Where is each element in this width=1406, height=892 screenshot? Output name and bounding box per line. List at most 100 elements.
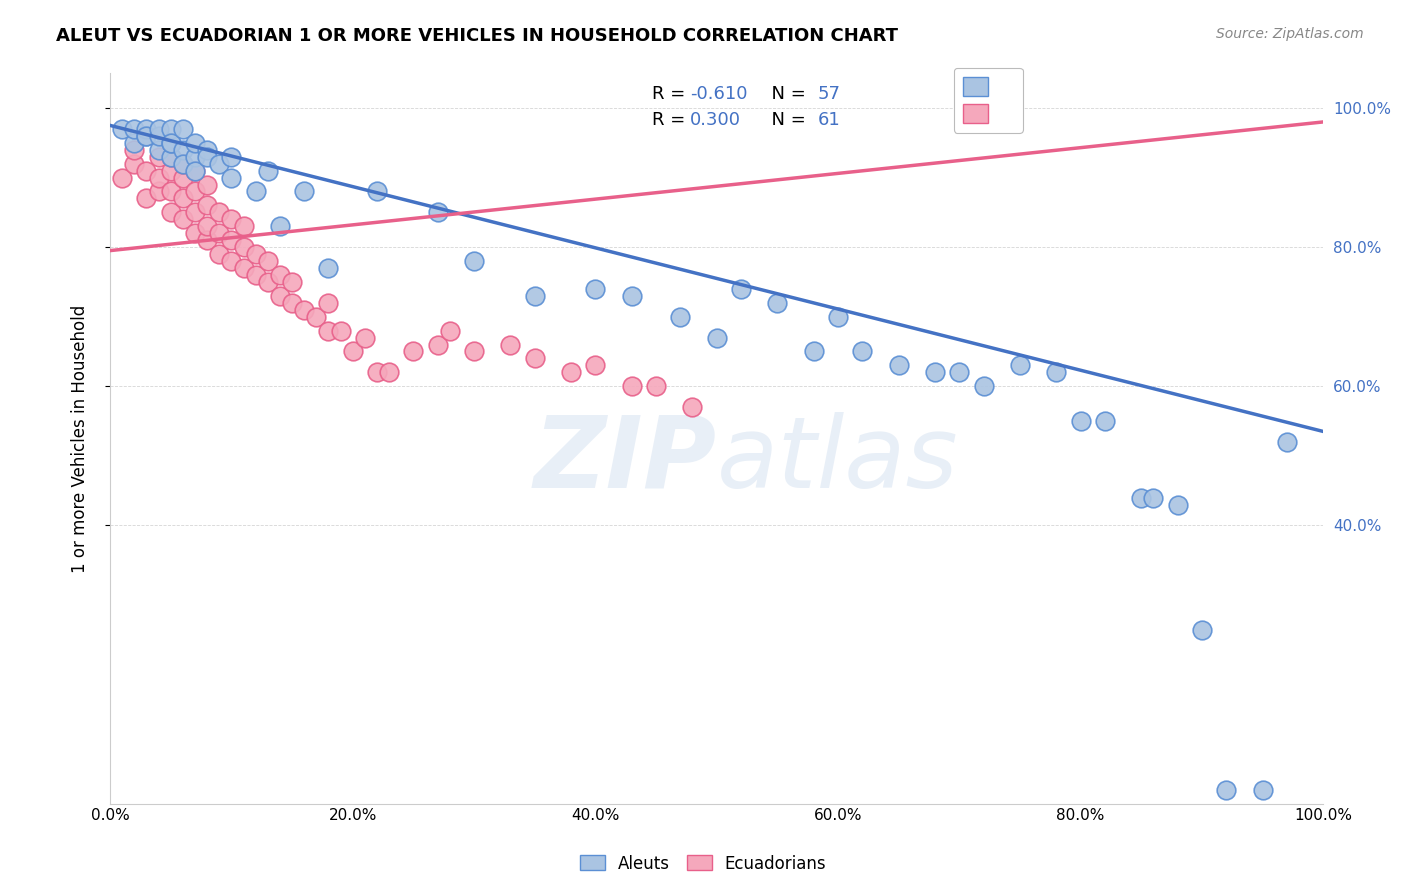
Text: 0.300: 0.300 bbox=[690, 112, 741, 129]
Point bbox=[1167, 498, 1189, 512]
Point bbox=[172, 212, 194, 227]
Point bbox=[195, 198, 218, 212]
Legend:   ,   : , bbox=[953, 68, 1024, 133]
Point bbox=[221, 170, 243, 185]
Point bbox=[1008, 359, 1031, 373]
Point bbox=[111, 170, 134, 185]
Text: -0.610: -0.610 bbox=[690, 85, 748, 103]
Point bbox=[256, 254, 278, 268]
Point bbox=[172, 156, 194, 170]
Point bbox=[463, 344, 485, 359]
Point bbox=[124, 136, 146, 150]
Point bbox=[135, 128, 157, 143]
Point bbox=[245, 185, 267, 199]
Point bbox=[1251, 782, 1274, 797]
Point bbox=[159, 121, 181, 136]
Point bbox=[269, 289, 291, 303]
Point bbox=[681, 400, 703, 414]
Text: ZIP: ZIP bbox=[534, 412, 717, 508]
Point bbox=[135, 191, 157, 205]
Point bbox=[221, 150, 243, 164]
Point bbox=[208, 226, 231, 240]
Point bbox=[232, 240, 254, 254]
Point bbox=[342, 344, 364, 359]
Point bbox=[232, 260, 254, 275]
Point bbox=[172, 156, 194, 170]
Point bbox=[184, 136, 207, 150]
Point bbox=[208, 247, 231, 261]
Point bbox=[292, 302, 315, 317]
Point bbox=[706, 330, 728, 344]
Y-axis label: 1 or more Vehicles in Household: 1 or more Vehicles in Household bbox=[72, 304, 89, 573]
Point bbox=[269, 268, 291, 282]
Point bbox=[318, 324, 340, 338]
Point bbox=[221, 212, 243, 227]
Point bbox=[148, 170, 170, 185]
Point bbox=[1070, 414, 1092, 428]
Point bbox=[195, 233, 218, 247]
Point bbox=[172, 170, 194, 185]
Text: R =: R = bbox=[652, 85, 692, 103]
Point bbox=[281, 295, 304, 310]
Point bbox=[148, 143, 170, 157]
Point bbox=[135, 128, 157, 143]
Legend: Aleuts, Ecuadorians: Aleuts, Ecuadorians bbox=[572, 848, 834, 880]
Point bbox=[1191, 623, 1213, 637]
Point bbox=[366, 365, 388, 379]
Point bbox=[124, 156, 146, 170]
Point bbox=[560, 365, 582, 379]
Point bbox=[159, 136, 181, 150]
Point bbox=[172, 143, 194, 157]
Point bbox=[1215, 782, 1237, 797]
Point bbox=[1045, 365, 1067, 379]
Point bbox=[730, 282, 752, 296]
Point bbox=[439, 324, 461, 338]
Text: N =: N = bbox=[761, 85, 811, 103]
Point bbox=[232, 219, 254, 234]
Point bbox=[184, 163, 207, 178]
Text: 57: 57 bbox=[817, 85, 841, 103]
Point bbox=[366, 185, 388, 199]
Text: atlas: atlas bbox=[717, 412, 959, 508]
Point bbox=[463, 254, 485, 268]
Point bbox=[184, 163, 207, 178]
Point bbox=[111, 121, 134, 136]
Point bbox=[766, 295, 789, 310]
Point bbox=[135, 121, 157, 136]
Text: ALEUT VS ECUADORIAN 1 OR MORE VEHICLES IN HOUSEHOLD CORRELATION CHART: ALEUT VS ECUADORIAN 1 OR MORE VEHICLES I… bbox=[56, 27, 898, 45]
Point bbox=[499, 337, 522, 351]
Point bbox=[195, 150, 218, 164]
Point bbox=[159, 163, 181, 178]
Point bbox=[221, 233, 243, 247]
Point bbox=[124, 121, 146, 136]
Point bbox=[973, 379, 995, 393]
Point bbox=[318, 295, 340, 310]
Point bbox=[523, 289, 546, 303]
Point bbox=[1275, 434, 1298, 449]
Point bbox=[329, 324, 352, 338]
Point bbox=[305, 310, 328, 324]
Point bbox=[208, 156, 231, 170]
Point bbox=[172, 191, 194, 205]
Point bbox=[159, 150, 181, 164]
Point bbox=[195, 143, 218, 157]
Point bbox=[159, 185, 181, 199]
Point bbox=[135, 163, 157, 178]
Point bbox=[159, 150, 181, 164]
Point bbox=[159, 205, 181, 219]
Point bbox=[256, 275, 278, 289]
Point bbox=[620, 379, 643, 393]
Text: R =: R = bbox=[652, 112, 692, 129]
Point bbox=[378, 365, 401, 379]
Point bbox=[208, 205, 231, 219]
Point bbox=[195, 219, 218, 234]
Point bbox=[148, 185, 170, 199]
Point bbox=[172, 121, 194, 136]
Point bbox=[221, 254, 243, 268]
Point bbox=[318, 260, 340, 275]
Point bbox=[124, 143, 146, 157]
Point bbox=[827, 310, 849, 324]
Point bbox=[353, 330, 375, 344]
Point bbox=[148, 150, 170, 164]
Point bbox=[851, 344, 873, 359]
